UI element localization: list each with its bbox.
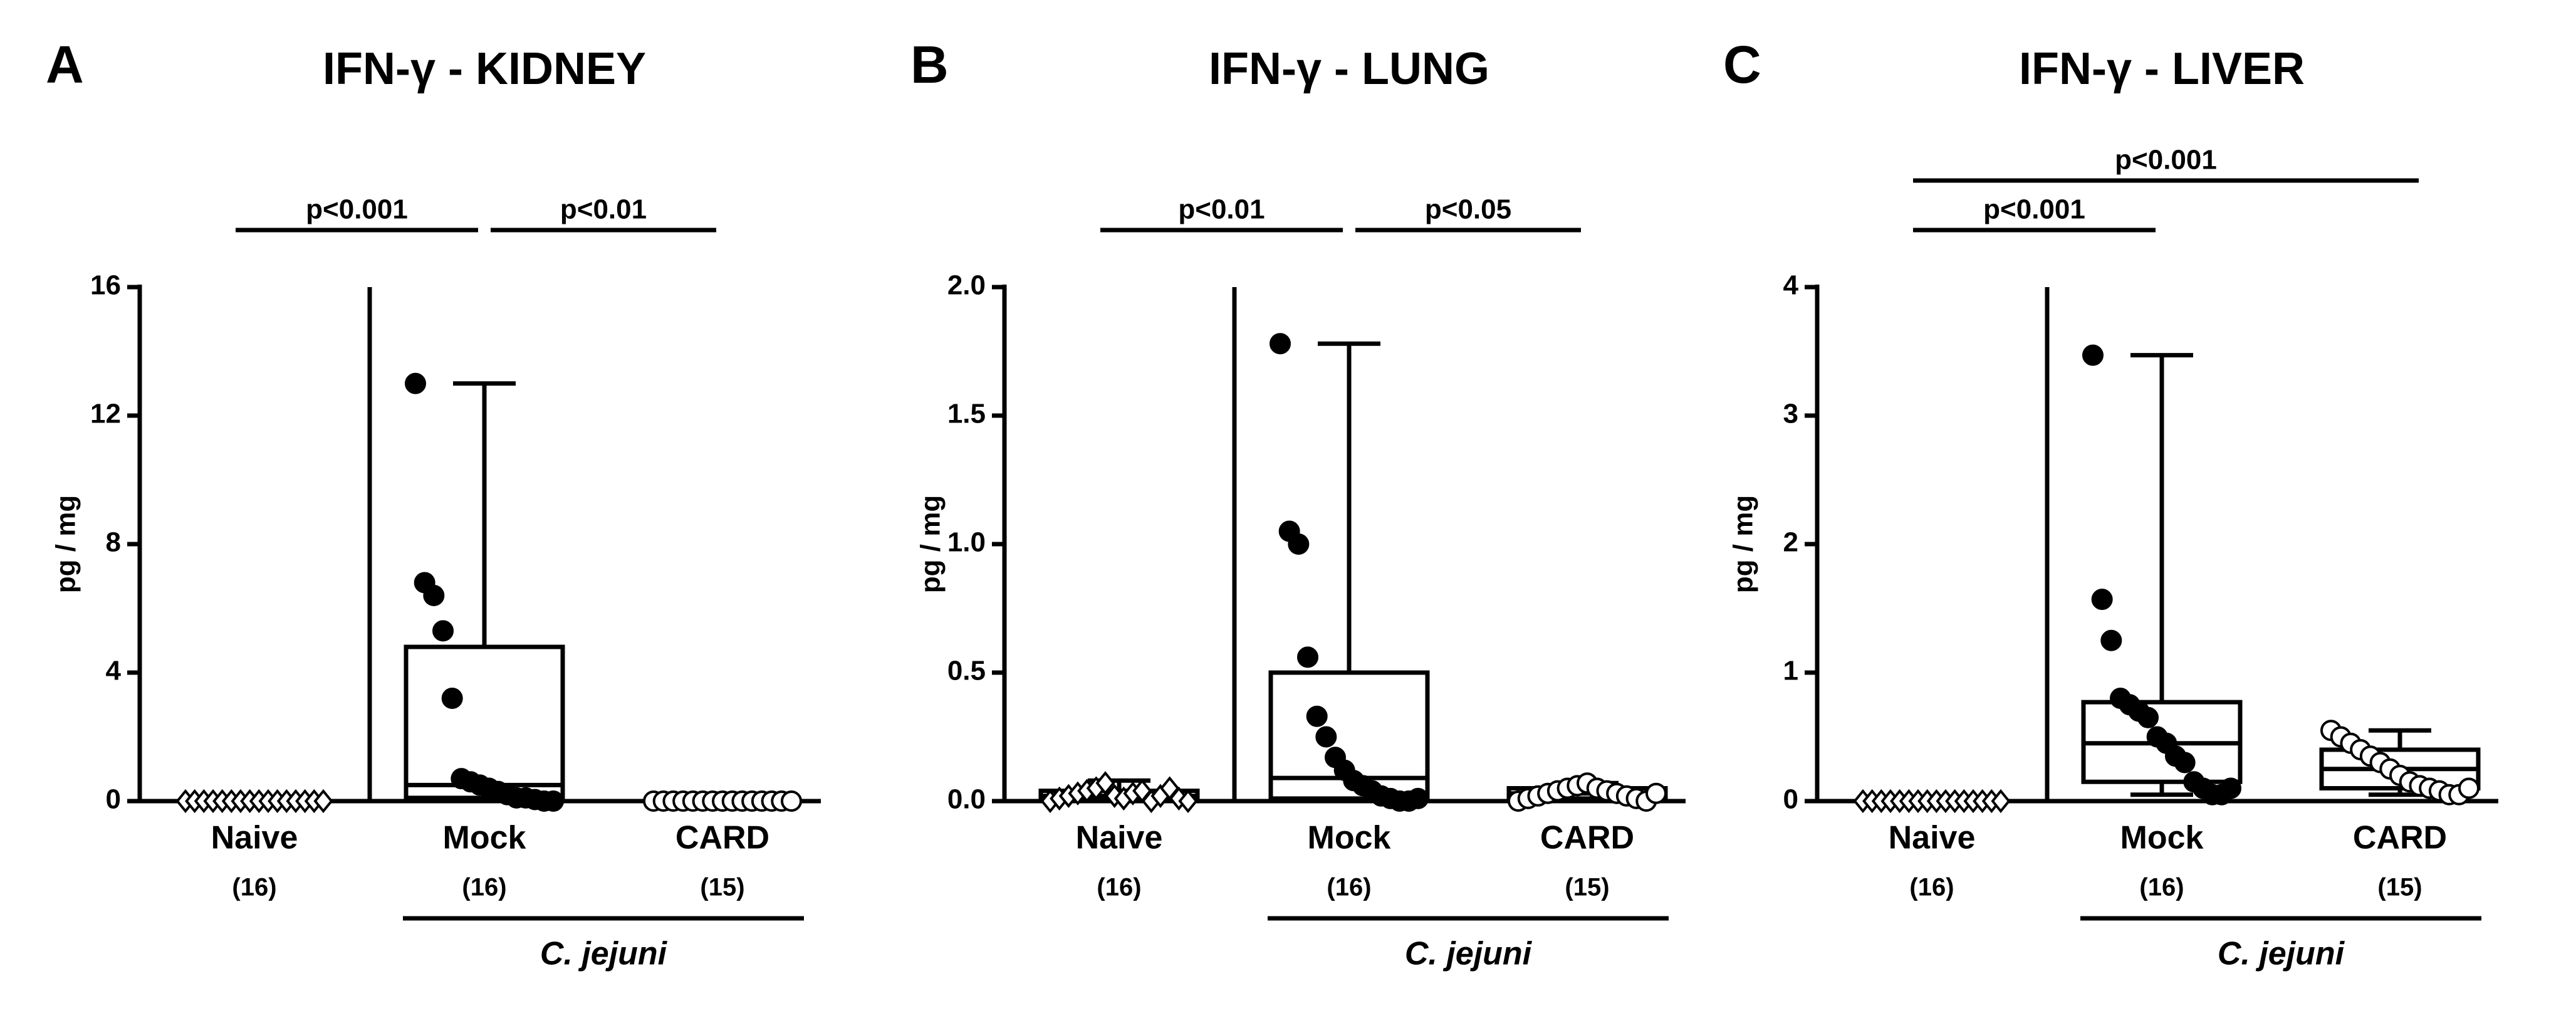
significance-label: p<0.001 [306,194,408,225]
panel: B IFN-γ - LUNG pg / mg 0.0 0.5 1.0 1.5 2.0 Naive… [910,35,1686,972]
data-point [543,790,564,812]
data-point [2091,589,2113,611]
panel-label: B [910,35,949,94]
data-point [432,620,454,642]
y-tick-label: 0.5 [947,656,986,686]
data-point [1645,782,1667,804]
y-axis-label: pg / mg [1728,495,1759,593]
group-label: C. jejuni [1405,936,1533,972]
box [1268,670,1430,801]
x-tick-label: CARD [2353,820,2447,856]
x-tick-label: CARD [1540,820,1634,856]
y-tick-label: 2.0 [947,270,986,301]
data-point [1288,533,1310,555]
group-size: (15) [700,874,744,901]
group-label: C. jejuni [540,936,668,972]
box [404,644,565,800]
panel: A IFN-γ - KIDNEY pg / mg 0 4 8 12 16 Naive (16) Mo… [46,35,821,972]
data-point [1407,787,1429,809]
y-tick-label: 1.5 [947,399,986,429]
data-point [2220,777,2241,799]
y-tick-label: 4 [1783,270,1799,301]
data-point [2100,629,2122,651]
y-tick-label: 8 [106,527,121,558]
data-point [1306,705,1328,727]
group-size: (15) [2377,874,2422,901]
data-point [313,789,333,814]
data-point [405,372,426,394]
x-tick-label: Naive [1889,820,1976,856]
data-point [441,688,463,709]
x-tick-label: Mock [1308,820,1391,856]
group-size: (15) [1565,874,1609,901]
data-point [1270,333,1291,355]
data-point [2082,344,2104,366]
group-size: (16) [1327,874,1371,901]
panel-label: C [1723,35,1761,94]
chart-title: IFN-γ - KIDNEY [323,44,646,94]
y-tick-label: 12 [90,399,121,429]
y-axis-label: pg / mg [51,495,81,593]
data-point [1095,771,1115,795]
x-tick-label: Naive [1076,820,1163,856]
y-tick-label: 0 [106,784,121,815]
x-tick-label: Mock [443,820,526,856]
data-point [781,790,802,812]
group-size: (16) [462,874,506,901]
y-tick-label: 0 [1783,784,1798,815]
group-label: C. jejuni [2218,936,2345,972]
significance-label: p<0.01 [560,194,647,225]
chart-title: IFN-γ - LIVER [2019,44,2305,94]
chart-title: IFN-γ - LUNG [1209,44,1489,94]
y-tick-label: 4 [106,656,122,686]
data-point [2137,706,2159,728]
group-size: (16) [2139,874,2184,901]
significance-label: p<0.01 [1178,194,1265,225]
data-point [423,585,445,606]
y-tick-label: 2 [1783,527,1798,558]
significance-label: p<0.001 [1983,194,2085,225]
data-point [1297,646,1318,668]
group-size: (16) [1909,874,1954,901]
y-tick-label: 3 [1783,399,1798,429]
x-tick-label: Naive [211,820,298,856]
data-point [2174,752,2196,774]
data-point [2458,777,2480,799]
panel: C IFN-γ - LIVER pg / mg 0 1 2 3 4 Naive (16) Mock (… [1723,35,2498,972]
x-tick-label: CARD [675,820,769,856]
group-size: (16) [232,874,276,901]
y-tick-label: 16 [90,270,121,301]
y-tick-label: 1.0 [947,527,986,558]
x-tick-label: Mock [2120,820,2204,856]
y-tick-label: 1 [1783,656,1798,686]
significance-label: p<0.001 [2115,145,2217,176]
y-axis-label: pg / mg [915,495,946,593]
group-size: (16) [1097,874,1141,901]
data-point [1178,789,1198,814]
significance-label: p<0.05 [1425,194,1511,225]
panel-label: A [46,35,84,94]
data-point [1991,789,2011,814]
y-tick-label: 0.0 [947,784,986,815]
data-point [1315,726,1337,748]
